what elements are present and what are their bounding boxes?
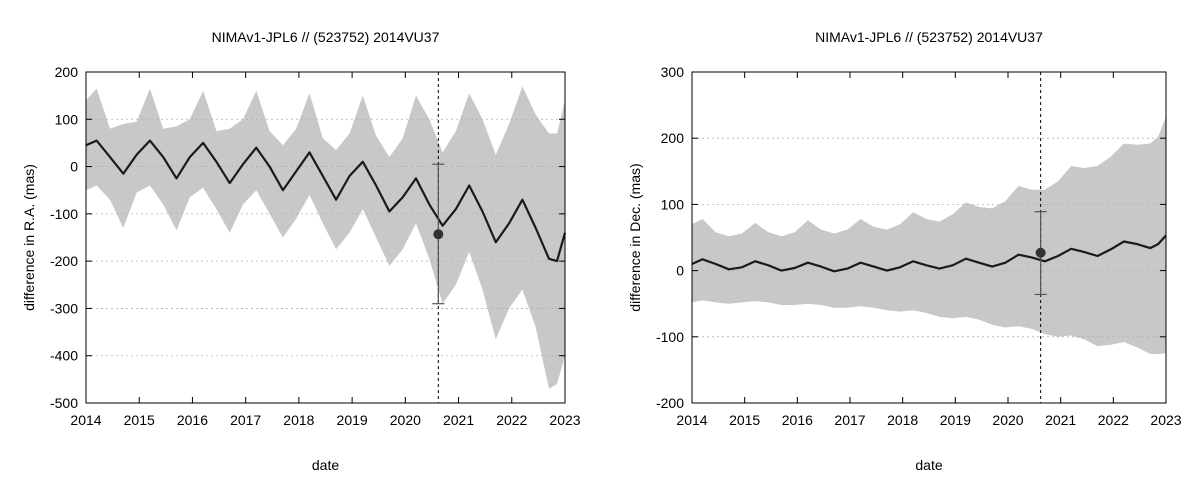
dec-nominal-curve (691, 234, 1167, 273)
dec-y-tick-label: 100 (661, 196, 685, 212)
ra-x-tick-label: 2018 (283, 412, 314, 428)
dec-x-tick-label: 2016 (782, 412, 813, 428)
ra-chart-title: NIMAv1-JPL6 // (523752) 2014VU37 (212, 29, 440, 45)
ra-y-tick-label: 0 (70, 159, 78, 175)
dec-y-tick-label: 0 (676, 263, 684, 279)
dec-y-tick-label: 300 (661, 64, 685, 80)
ra-chart-panel: NIMAv1-JPL6 // (523752) 2014VU37 date di… (21, 29, 581, 473)
dec-chart-title: NIMAv1-JPL6 // (523752) 2014VU37 (815, 29, 1043, 45)
ra-x-tick-label: 2023 (549, 412, 580, 428)
ra-y-axis-title: difference in R.A. (mas) (21, 164, 37, 311)
dec-y-tick-label: 200 (661, 130, 685, 146)
ra-x-tick-label: 2020 (390, 412, 421, 428)
dec-x-tick-label: 2023 (1150, 412, 1181, 428)
dec-x-tick-label: 2020 (992, 412, 1023, 428)
dec-x-tick-label: 2015 (729, 412, 760, 428)
ra-y-tick-label: -300 (50, 300, 78, 316)
dec-y-tick-label: -100 (656, 329, 684, 345)
dec-chart-panel: NIMAv1-JPL6 // (523752) 2014VU37 date di… (627, 29, 1182, 473)
ra-y-tick-label: -100 (50, 206, 78, 222)
ra-x-tick-label: 2014 (70, 412, 101, 428)
ra-y-tick-label: 200 (55, 64, 79, 80)
ra-x-tick-label: 2019 (337, 412, 368, 428)
ra-nominal-curve (85, 139, 567, 263)
ra-x-tick-label: 2015 (124, 412, 155, 428)
dec-x-tick-label: 2017 (834, 412, 865, 428)
ra-y-tick-label: -200 (50, 253, 78, 269)
ra-x-tick-label: 2016 (177, 412, 208, 428)
ra-y-tick-label: -500 (50, 395, 78, 411)
ra-x-tick-label: 2017 (230, 412, 261, 428)
dec-x-tick-label: 2014 (676, 412, 707, 428)
dec-y-tick-label: -200 (656, 395, 684, 411)
ra-x-axis-title: date (312, 457, 339, 473)
dec-uncertainty-band (692, 116, 1166, 355)
dec-y-axis-title: difference in Dec. (mas) (627, 163, 643, 311)
dec-x-tick-label: 2021 (1045, 412, 1076, 428)
dec-x-tick-label: 2019 (940, 412, 971, 428)
ra-y-tick-label: -400 (50, 348, 78, 364)
ra-uncertainty-band (86, 86, 565, 389)
ra-plot-frame (85, 71, 566, 404)
dec-observation-point (1035, 247, 1046, 258)
ra-x-tick-label: 2021 (443, 412, 474, 428)
dec-plot-frame (691, 71, 1167, 404)
ra-y-tick-label: 100 (55, 111, 79, 127)
dec-x-axis-title: date (915, 457, 942, 473)
dec-x-tick-label: 2022 (1098, 412, 1129, 428)
ra-x-tick-label: 2022 (496, 412, 527, 428)
dec-x-tick-label: 2018 (887, 412, 918, 428)
ra-observation-point (433, 229, 444, 240)
